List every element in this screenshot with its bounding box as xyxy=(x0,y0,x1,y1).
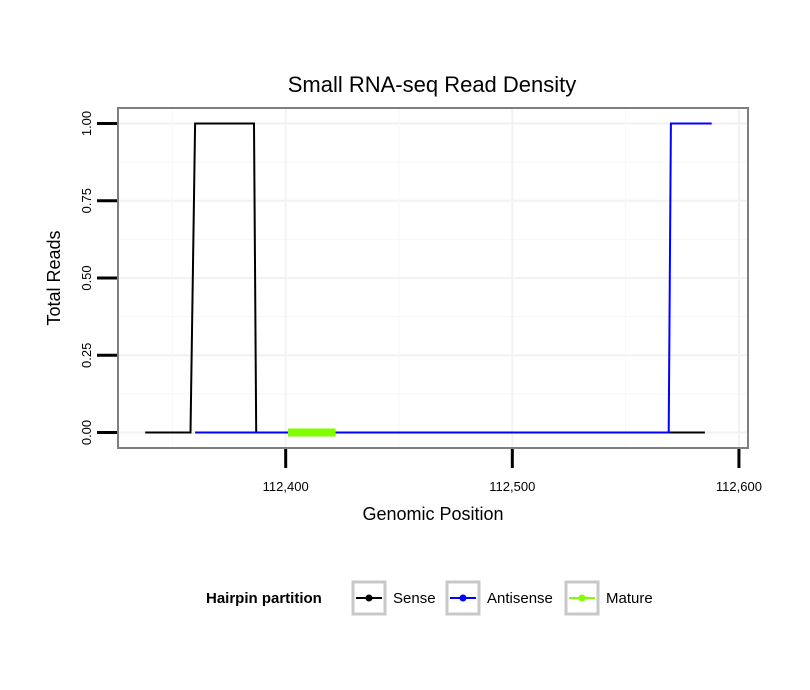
y-tick-label: 1.00 xyxy=(79,111,94,136)
y-axis-title: Total Reads xyxy=(44,230,64,325)
legend-item-mature: Mature xyxy=(564,580,653,616)
legend-key-point xyxy=(459,594,467,602)
legend-item-antisense: Antisense xyxy=(445,580,553,616)
series-layer xyxy=(145,122,712,437)
x-tick-label: 112,500 xyxy=(489,479,535,494)
legend-item-sense: Sense xyxy=(351,580,436,616)
series-line-antisense xyxy=(195,122,712,434)
legend-label: Mature xyxy=(606,590,653,607)
legend-key-point xyxy=(578,594,586,602)
y-axis: 0.00 0.25 0.50 0.75 1.00 xyxy=(79,111,117,445)
plot-panel xyxy=(117,107,749,449)
chart-title: Small RNA-seq Read Density xyxy=(288,72,577,97)
y-tick-label: 0.50 xyxy=(79,265,94,290)
x-axis-title: Genomic Position xyxy=(362,504,503,524)
y-tick-label: 0.25 xyxy=(79,343,94,368)
series-line-sense xyxy=(145,122,705,434)
panel-border xyxy=(117,107,749,449)
x-tick-label: 112,600 xyxy=(716,479,762,494)
y-tick-label: 0.00 xyxy=(79,420,94,445)
legend-label: Antisense xyxy=(487,590,553,607)
legend-title: Hairpin partition xyxy=(206,590,322,607)
legend-key-point xyxy=(365,594,373,602)
x-tick-label: 112,400 xyxy=(263,479,309,494)
x-axis: 112,400 112,500 112,600 xyxy=(263,449,762,494)
legend: Hairpin partition Sense Antisense Mature xyxy=(206,580,653,616)
legend-label: Sense xyxy=(393,590,436,607)
y-tick-label: 0.75 xyxy=(79,188,94,213)
